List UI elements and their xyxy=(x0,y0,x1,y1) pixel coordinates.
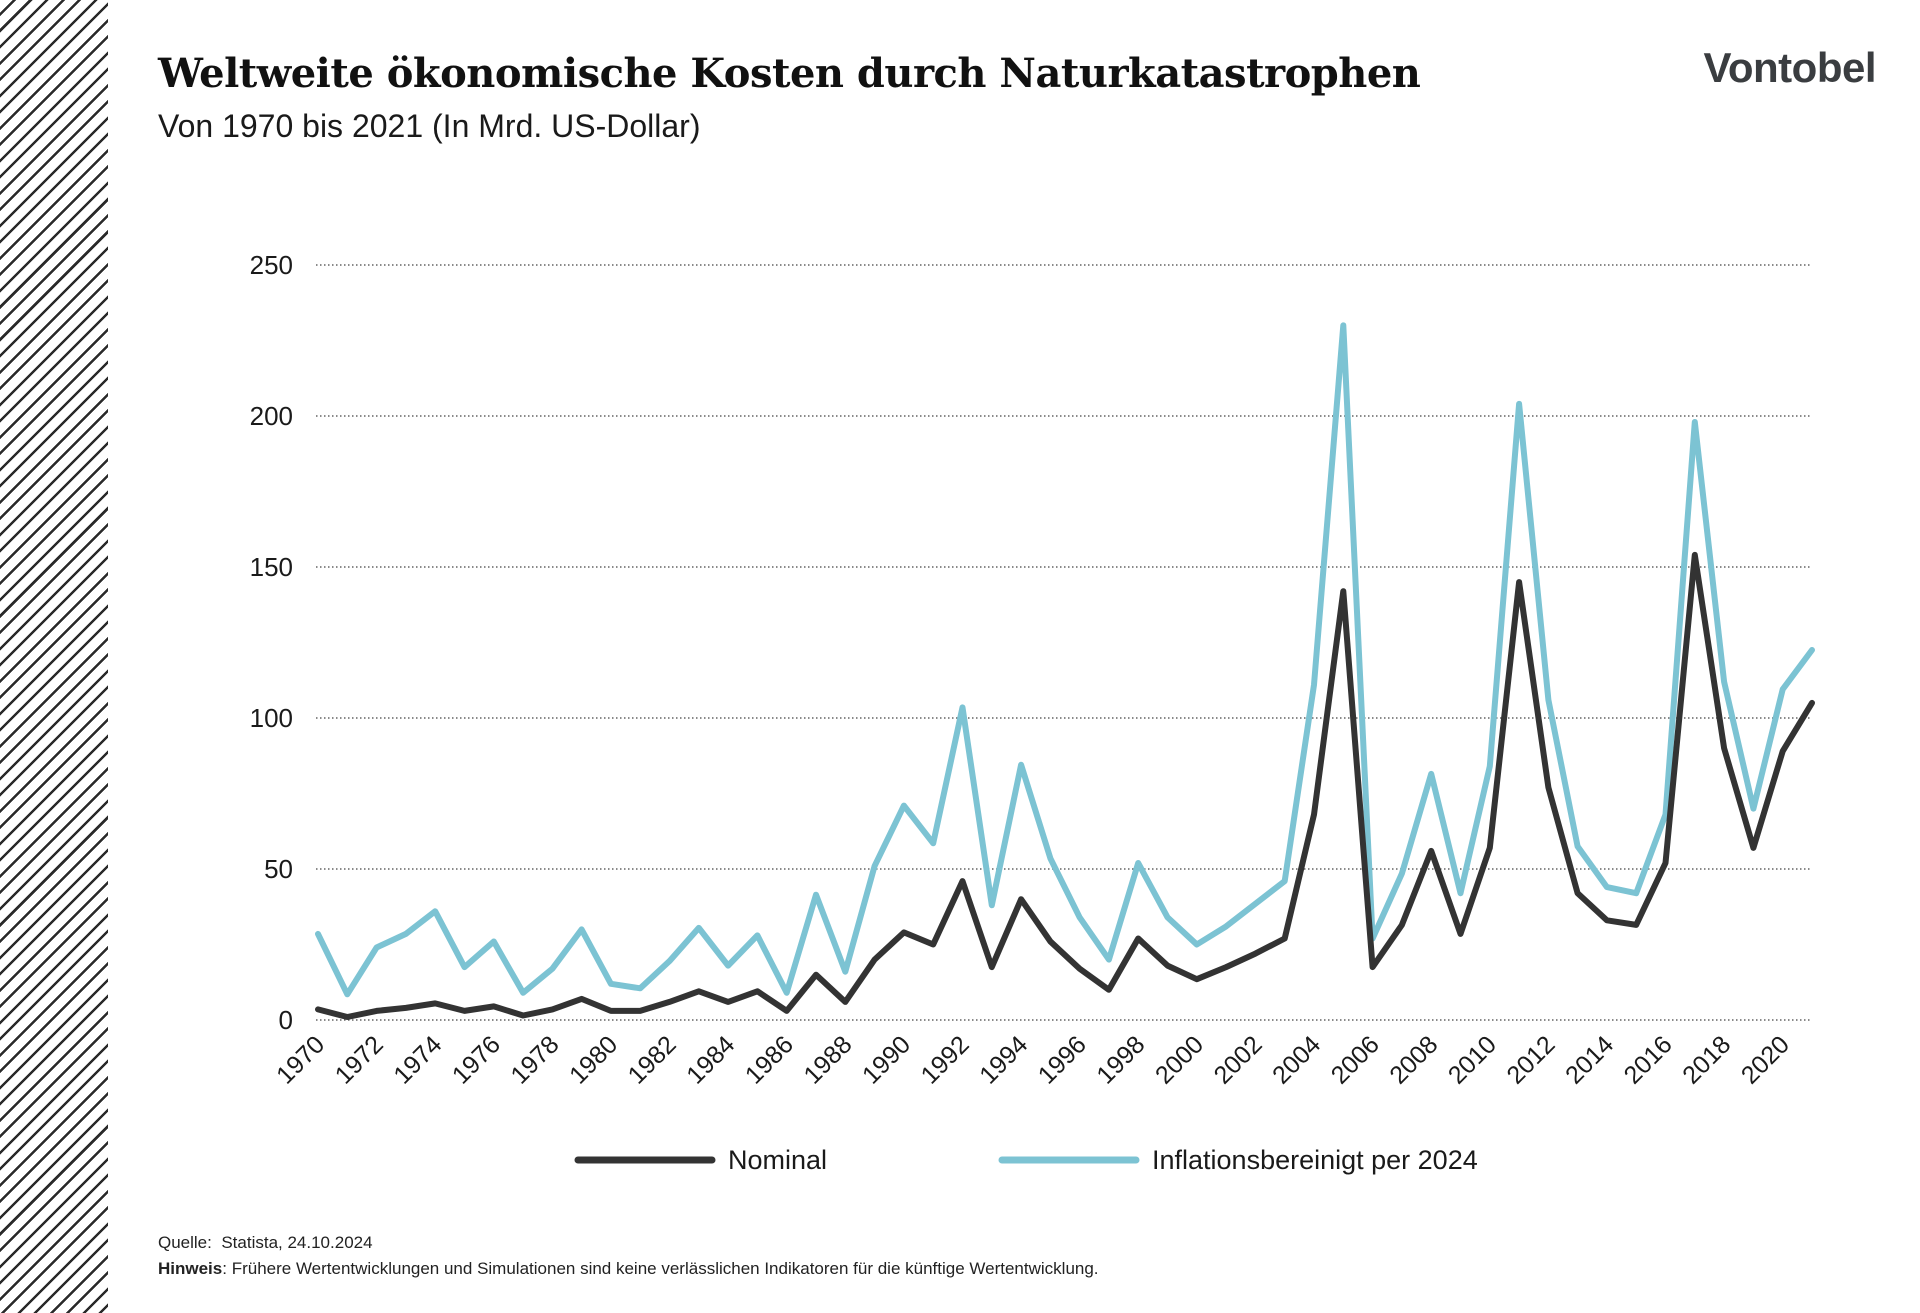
chart-title: Weltweite ökonomische Kosten durch Natur… xyxy=(158,50,1421,97)
source-line: Quelle: Statista, 24.10.2024 xyxy=(158,1230,1099,1256)
y-tick-label-50: 50 xyxy=(264,854,293,884)
hatched-side-band xyxy=(0,0,108,1313)
x-tick-label-2012: 2012 xyxy=(1501,1030,1560,1089)
x-tick-label-2018: 2018 xyxy=(1677,1030,1736,1089)
y-tick-label-200: 200 xyxy=(250,401,293,431)
x-tick-label-1978: 1978 xyxy=(505,1030,564,1089)
x-tick-label-2014: 2014 xyxy=(1560,1030,1619,1089)
legend-label-inflation-adjusted: Inflationsbereinigt per 2024 xyxy=(1152,1145,1478,1175)
x-tick-label-2008: 2008 xyxy=(1384,1030,1443,1089)
x-tick-label-1980: 1980 xyxy=(564,1030,623,1089)
x-tick-label-2020: 2020 xyxy=(1736,1030,1795,1089)
y-tick-label-100: 100 xyxy=(250,703,293,733)
series-lines xyxy=(315,322,1815,1020)
x-tick-label-1990: 1990 xyxy=(857,1030,916,1089)
x-tick-label-1998: 1998 xyxy=(1091,1030,1150,1089)
series-line-inflation-adjusted xyxy=(315,322,1815,998)
x-tick-label-1970: 1970 xyxy=(271,1030,330,1089)
legend-label-nominal: Nominal xyxy=(728,1145,827,1175)
x-tick-label-1976: 1976 xyxy=(447,1030,506,1089)
x-tick-label-1988: 1988 xyxy=(798,1030,857,1089)
x-axis-tick-labels: 1970 1972 1974 1976 1978 1980 1982 1984 1986 1988… xyxy=(271,1030,1795,1089)
note-line: Hinweis: Frühere Wertentwicklungen und S… xyxy=(158,1256,1099,1282)
series-line-nominal xyxy=(315,551,1815,1020)
source-text: Statista, 24.10.2024 xyxy=(221,1233,373,1252)
x-tick-label-1982: 1982 xyxy=(623,1030,682,1089)
x-tick-label-2002: 2002 xyxy=(1209,1030,1268,1089)
x-tick-label-1994: 1994 xyxy=(974,1030,1033,1089)
y-tick-label-0: 0 xyxy=(279,1005,293,1035)
brand-logo: Vontobel xyxy=(1703,44,1876,91)
y-tick-label-250: 250 xyxy=(250,250,293,280)
x-tick-label-1984: 1984 xyxy=(681,1030,740,1089)
x-tick-label-1992: 1992 xyxy=(916,1030,975,1089)
x-tick-label-2016: 2016 xyxy=(1619,1030,1678,1089)
x-tick-label-2000: 2000 xyxy=(1150,1030,1209,1089)
grid-lines xyxy=(316,264,1812,1021)
x-tick-label-2006: 2006 xyxy=(1326,1030,1385,1089)
footer: Quelle: Statista, 24.10.2024 Hinweis: Fr… xyxy=(158,1230,1099,1282)
note-text: : Frühere Wertentwicklungen und Simulati… xyxy=(222,1259,1099,1278)
x-tick-label-1986: 1986 xyxy=(740,1030,799,1089)
chart-subtitle: Von 1970 bis 2021 (In Mrd. US-Dollar) xyxy=(158,108,701,144)
y-tick-label-150: 150 xyxy=(250,552,293,582)
note-label: Hinweis xyxy=(158,1259,223,1278)
x-tick-label-2010: 2010 xyxy=(1443,1030,1502,1089)
legend: Nominal Inflationsbereinigt per 2024 xyxy=(574,1145,1478,1175)
source-label: Quelle: xyxy=(158,1233,212,1252)
x-tick-label-1972: 1972 xyxy=(330,1030,389,1089)
x-tick-label-2004: 2004 xyxy=(1267,1030,1326,1089)
x-tick-label-1996: 1996 xyxy=(1033,1030,1092,1089)
y-axis-tick-labels: 0 50 100 150 200 250 xyxy=(250,250,293,1035)
x-tick-label-1974: 1974 xyxy=(388,1030,447,1089)
